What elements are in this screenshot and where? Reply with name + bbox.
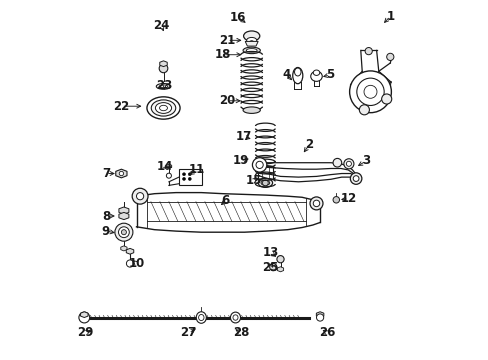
Polygon shape [119, 207, 129, 214]
Text: 23: 23 [156, 79, 172, 92]
Polygon shape [116, 169, 127, 178]
Polygon shape [160, 61, 167, 67]
Circle shape [182, 177, 185, 180]
Text: 25: 25 [262, 261, 278, 274]
Circle shape [262, 180, 268, 186]
Text: 11: 11 [188, 163, 204, 176]
Circle shape [356, 78, 384, 105]
Ellipse shape [258, 179, 272, 188]
Circle shape [343, 159, 353, 169]
Ellipse shape [230, 312, 240, 323]
Circle shape [256, 161, 263, 168]
Polygon shape [166, 164, 171, 168]
Circle shape [118, 227, 129, 238]
Polygon shape [244, 41, 258, 46]
Text: 24: 24 [153, 19, 169, 32]
Circle shape [252, 158, 266, 172]
Text: 12: 12 [340, 192, 356, 205]
Text: 1: 1 [386, 10, 393, 23]
Circle shape [269, 264, 276, 271]
Circle shape [159, 64, 167, 73]
Circle shape [309, 197, 322, 210]
Circle shape [381, 94, 391, 104]
Text: 26: 26 [319, 327, 335, 339]
Ellipse shape [243, 31, 259, 41]
Text: 27: 27 [180, 327, 197, 339]
Circle shape [136, 193, 143, 200]
Circle shape [249, 41, 254, 46]
Circle shape [332, 158, 341, 167]
Text: 9: 9 [102, 225, 110, 238]
Text: 14: 14 [157, 160, 173, 173]
Ellipse shape [159, 85, 167, 88]
Ellipse shape [243, 47, 260, 54]
Circle shape [188, 173, 191, 176]
Ellipse shape [159, 105, 167, 111]
Ellipse shape [261, 180, 269, 185]
Text: 29: 29 [77, 327, 93, 339]
Circle shape [115, 223, 133, 241]
Text: 6: 6 [221, 194, 229, 207]
Polygon shape [316, 312, 323, 318]
Text: 2: 2 [305, 138, 313, 151]
Circle shape [346, 161, 351, 166]
Ellipse shape [246, 49, 257, 52]
Circle shape [359, 105, 368, 115]
Circle shape [121, 230, 126, 235]
Ellipse shape [243, 107, 260, 113]
Polygon shape [121, 246, 127, 251]
Ellipse shape [198, 315, 203, 321]
Text: 16: 16 [229, 11, 245, 24]
Polygon shape [119, 212, 129, 220]
Circle shape [332, 197, 339, 203]
Ellipse shape [196, 312, 206, 323]
Circle shape [188, 177, 191, 180]
Ellipse shape [292, 68, 302, 84]
Circle shape [349, 71, 390, 113]
Circle shape [352, 176, 358, 181]
Text: 13: 13 [262, 246, 278, 259]
Ellipse shape [151, 100, 175, 116]
Circle shape [349, 173, 361, 184]
Circle shape [132, 188, 148, 204]
Ellipse shape [155, 103, 171, 113]
Circle shape [119, 171, 123, 176]
Polygon shape [277, 267, 283, 272]
Circle shape [166, 173, 171, 178]
Circle shape [126, 260, 133, 267]
Text: 21: 21 [219, 34, 235, 47]
Text: 22: 22 [113, 100, 129, 113]
Ellipse shape [156, 84, 170, 89]
Text: 5: 5 [325, 68, 334, 81]
Text: 15: 15 [245, 174, 261, 187]
Ellipse shape [294, 68, 301, 76]
Text: 4: 4 [282, 68, 290, 81]
Circle shape [276, 256, 284, 263]
Circle shape [316, 314, 323, 321]
Ellipse shape [232, 315, 238, 320]
Text: 20: 20 [219, 94, 235, 107]
Ellipse shape [246, 37, 256, 43]
Ellipse shape [146, 97, 180, 119]
Text: 19: 19 [232, 154, 248, 167]
Circle shape [79, 312, 89, 323]
Ellipse shape [313, 70, 319, 76]
Text: 10: 10 [128, 257, 144, 270]
Polygon shape [81, 312, 88, 318]
Text: 17: 17 [235, 130, 251, 143]
Circle shape [386, 53, 393, 60]
Text: 8: 8 [102, 210, 110, 222]
Ellipse shape [310, 71, 322, 81]
Text: 18: 18 [214, 48, 231, 61]
Circle shape [313, 200, 319, 207]
Circle shape [182, 173, 185, 176]
Text: 7: 7 [102, 167, 110, 180]
Text: 28: 28 [232, 327, 248, 339]
Polygon shape [126, 248, 134, 254]
FancyBboxPatch shape [178, 169, 202, 185]
Text: 3: 3 [362, 154, 369, 167]
Circle shape [365, 48, 371, 55]
Circle shape [363, 85, 376, 98]
